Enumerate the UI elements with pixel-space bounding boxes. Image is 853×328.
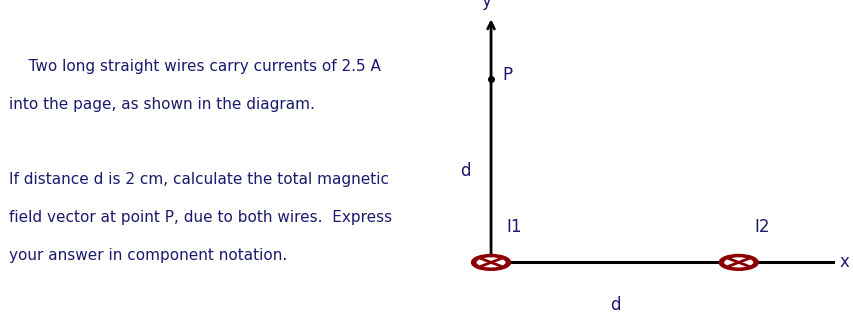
Circle shape — [719, 255, 757, 270]
Text: into the page, as shown in the diagram.: into the page, as shown in the diagram. — [9, 97, 314, 112]
Text: Two long straight wires carry currents of 2.5 A: Two long straight wires carry currents o… — [9, 59, 380, 74]
Text: I1: I1 — [506, 217, 521, 236]
Circle shape — [722, 256, 753, 268]
Text: y: y — [481, 0, 491, 10]
Text: d: d — [609, 296, 619, 314]
Text: I2: I2 — [753, 217, 769, 236]
Circle shape — [472, 255, 509, 270]
Text: If distance d is 2 cm, calculate the total magnetic: If distance d is 2 cm, calculate the tot… — [9, 172, 388, 187]
Text: P: P — [502, 67, 512, 84]
Text: field vector at point P, due to both wires.  Express: field vector at point P, due to both wir… — [9, 210, 392, 225]
Text: x: x — [838, 254, 849, 271]
Circle shape — [475, 256, 506, 268]
Text: d: d — [460, 162, 470, 179]
Text: your answer in component notation.: your answer in component notation. — [9, 248, 287, 263]
